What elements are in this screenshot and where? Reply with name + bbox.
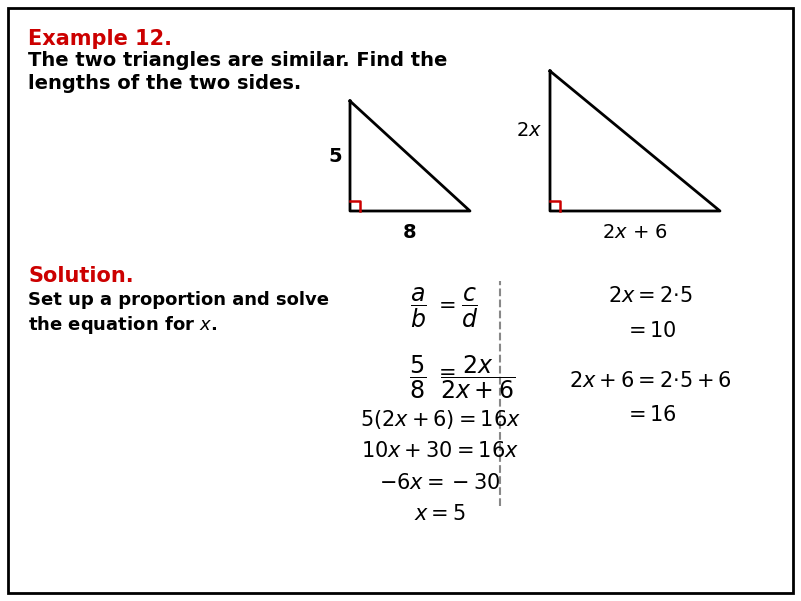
Text: $2x=2{\cdot}5$: $2x=2{\cdot}5$ (608, 286, 692, 306)
Text: Set up a proportion and solve: Set up a proportion and solve (28, 291, 329, 309)
Text: 5: 5 (328, 147, 342, 165)
Text: 8: 8 (403, 223, 417, 242)
Text: the equation for $x$.: the equation for $x$. (28, 314, 217, 336)
Text: $\dfrac{2x}{2x+6}$: $\dfrac{2x}{2x+6}$ (441, 354, 516, 401)
Text: Example 12.: Example 12. (28, 29, 172, 49)
Text: $x=5$: $x=5$ (414, 504, 466, 524)
Text: $=$: $=$ (434, 361, 456, 381)
Text: $2x+6=2{\cdot}5+6$: $2x+6=2{\cdot}5+6$ (569, 371, 731, 391)
Text: $\dfrac{a}{b}$: $\dfrac{a}{b}$ (409, 286, 426, 331)
Text: $2x$: $2x$ (516, 121, 542, 141)
Text: The two triangles are similar. Find the: The two triangles are similar. Find the (28, 51, 448, 70)
Text: $=$: $=$ (434, 294, 456, 314)
Text: $-6x=-30$: $-6x=-30$ (379, 473, 501, 493)
Text: lengths of the two sides.: lengths of the two sides. (28, 74, 301, 93)
Text: $10x+30=16x$: $10x+30=16x$ (361, 441, 519, 461)
Text: $=10$: $=10$ (624, 321, 676, 341)
Text: Solution.: Solution. (28, 266, 134, 286)
Text: $5(2x+6)=16x$: $5(2x+6)=16x$ (360, 408, 521, 431)
Text: $=16$: $=16$ (623, 405, 677, 425)
Text: $\dfrac{c}{d}$: $\dfrac{c}{d}$ (461, 286, 478, 331)
Text: $2x$ + 6: $2x$ + 6 (602, 223, 668, 242)
Text: $\dfrac{5}{8}$: $\dfrac{5}{8}$ (409, 354, 426, 401)
